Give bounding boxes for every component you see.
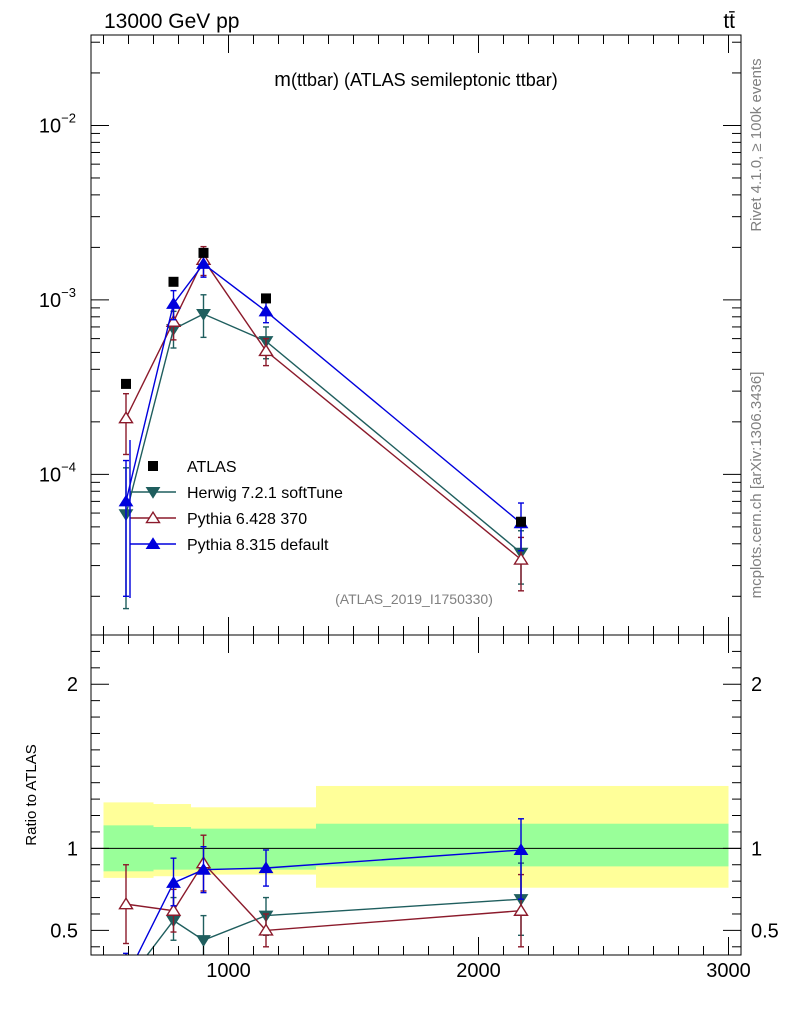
ratio-x-tick-label: 3000	[706, 960, 751, 982]
ratio-pythia-8-315-default-point	[166, 876, 181, 888]
main-pythia-8-315-default-point	[258, 304, 274, 317]
main-y-tick-label-base: 10	[39, 290, 61, 312]
mcplots-label: mcplots.cern.ch [arXiv:1306.3436]	[748, 372, 765, 599]
main-pythia-8-315-default-point	[166, 297, 181, 309]
main-y-tick-label: 10−4	[39, 459, 76, 486]
rivet-version-label: Rivet 4.1.0, ≥ 100k events	[748, 58, 765, 231]
ratio-y-tick-label: 2	[67, 674, 78, 696]
legend-label: Pythia 6.428 370	[187, 511, 307, 528]
main-atlas-point	[198, 247, 209, 258]
main-atlas-point	[261, 293, 271, 304]
ratio-pythia-6-428-370-point	[118, 896, 134, 910]
legend-marker	[148, 461, 158, 471]
legend: ATLAS Herwig 7.2.1 softTune Pythia 6.428 3…	[129, 440, 343, 598]
main-y-tick-label-base: 10	[39, 115, 61, 137]
ratio-y-tick-label: 1	[67, 838, 78, 860]
header-process-label: tt̄	[723, 10, 735, 33]
main-y-tick-label-exp: −2	[61, 110, 76, 125]
main-pythia-6-428-370-point	[258, 343, 274, 357]
main-y-tick-label-base: 10	[39, 464, 61, 486]
main-herwig-7-2-1-softtune-line	[125, 313, 522, 554]
plot-title: m(ttbar) (ATLAS semileptonic ttbar)	[274, 69, 557, 91]
legend-label: Herwig 7.2.1 softTune	[187, 485, 343, 502]
main-y-tick-label-exp: −3	[61, 285, 76, 300]
main-atlas-point	[168, 276, 179, 287]
main-pythia-6-428-370-line	[125, 258, 522, 561]
analysis-id-label: (ATLAS_2019_I1750330)	[335, 591, 493, 607]
ratio-pythia-6-428-370-point	[513, 903, 529, 916]
main-pythia-6-428-370-point	[165, 314, 182, 327]
ratio-y-tick-label-right: 2	[751, 674, 762, 696]
plot-title-m: m	[274, 69, 291, 91]
ratio-pythia-8-315-default-point	[258, 861, 274, 874]
main-y-tick-label: 10−3	[39, 285, 76, 312]
legend-label: Pythia 8.315 default	[187, 537, 329, 554]
main-series-layer	[118, 245, 529, 610]
main-y-tick-label-exp: −4	[61, 459, 76, 474]
ratio-plot-panel: 0.5 0.5 1 1 2 2 1000 2000 3000 Ratio to ATLAS	[23, 634, 779, 988]
main-plot-panel: m(ttbar) (ATLAS semileptonic ttbar) (ATL…	[39, 34, 742, 636]
ratio-x-tick-label: 1000	[206, 960, 251, 982]
ratio-y-label: Ratio to ATLAS	[23, 744, 40, 845]
main-x-axis	[103, 35, 729, 635]
legend-marker	[145, 537, 161, 550]
main-pythia-6-428-370-point	[513, 552, 529, 565]
main-pythia-8-315-default-point	[118, 494, 134, 507]
ratio-pythia-8-315-default-point	[513, 843, 529, 856]
ratio-y-tick-label-right: 0.5	[751, 920, 779, 942]
ratio-x-tick-label: 2000	[456, 960, 501, 982]
main-y-tick-label: 10−2	[39, 110, 76, 137]
ratio-y-tick-label-right: 1	[751, 838, 762, 860]
main-y-axis: 10−210−310−4	[39, 41, 741, 597]
ratio-pythia-8-315-default-point	[196, 862, 211, 875]
ratio-plot-frame	[90, 634, 742, 956]
ratio-pythia-6-428-370-point	[258, 923, 274, 936]
plot-title-rest: (ttbar) (ATLAS semileptonic ttbar)	[291, 70, 558, 90]
legend-marker	[145, 486, 161, 499]
ratio-pythia-8-315-default-point	[120, 972, 133, 982]
main-herwig-7-2-1-softtune-point	[196, 308, 211, 321]
ratio-herwig-7-2-1-softtune-point	[120, 978, 133, 988]
ratio-series-layer	[118, 818, 529, 988]
legend-label: ATLAS	[187, 459, 237, 476]
main-pythia-6-428-370-point	[118, 410, 134, 424]
ratio-pythia-6-428-370-point	[165, 903, 182, 916]
header-energy-label: 13000 GeV pp	[104, 10, 239, 33]
ratio-y-tick-label: 0.5	[50, 920, 78, 942]
ratio-herwig-7-2-1-softtune-point	[196, 935, 211, 948]
ratio-y-axis: 0.5 0.5 1 1 2 2	[50, 650, 779, 948]
legend-marker	[145, 510, 161, 524]
main-atlas-point	[121, 378, 131, 389]
ratio-x-axis: 1000 2000 3000	[103, 635, 751, 982]
main-atlas-point	[516, 516, 526, 527]
main-pythia-8-315-default-point	[196, 257, 211, 269]
